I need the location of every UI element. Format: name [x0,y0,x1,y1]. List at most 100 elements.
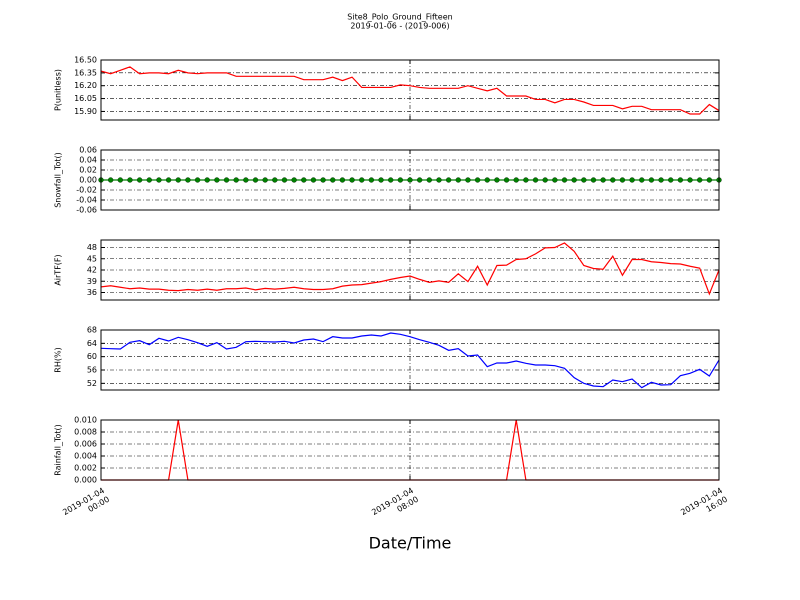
y-tick-label: 16.50 [74,56,97,65]
data-point [320,177,326,183]
y-axis-label: Snowfall_Tot() [54,152,63,208]
data-point [194,177,201,183]
data-point [610,177,616,183]
data-point [484,177,490,183]
axes-frame [100,329,720,391]
y-tick-label: 60 [87,352,97,361]
x-axis-label: Date/Time [369,534,452,553]
y-tick-label: 0.000 [74,476,97,485]
y-tick-label: -0.02 [76,186,97,195]
y-axis-label: AirTF(F) [54,254,63,285]
data-point [417,177,423,183]
data-point [359,177,365,183]
data-point [339,177,346,183]
data-point [243,177,249,183]
data-point [223,177,230,183]
axes-frame [100,149,720,211]
data-point [503,177,510,183]
data-point [175,177,181,183]
data-point [581,177,587,183]
data-point [532,177,539,183]
data-point [301,177,307,183]
data-point [513,177,519,183]
series-line [100,242,720,296]
y-tick-label: 64 [87,339,97,348]
data-point [629,177,635,183]
data-point [697,177,703,183]
data-point [706,177,712,183]
data-point [687,177,693,183]
y-tick-label: 0.04 [79,156,97,165]
series-line [100,332,720,389]
y-tick-label: 48 [87,243,97,252]
data-point [600,177,606,183]
data-point [648,177,655,183]
y-tick-label: 52 [87,379,97,388]
data-point [156,177,162,183]
y-tick-label: 68 [87,326,97,335]
data-point [668,177,674,183]
y-tick-label: 0.004 [74,452,97,461]
y-tick-label: 0.00 [79,176,97,185]
data-point [117,177,123,183]
data-point [426,177,432,183]
data-point [590,177,597,183]
y-axis-label: RH(%) [54,347,63,372]
chart-subtitle: 2019-01-06 - (2019-006) [350,22,449,31]
y-tick-label: 15.90 [74,107,97,116]
data-point [523,177,529,183]
data-point [310,177,317,183]
data-point [552,177,558,183]
data-point [272,177,278,183]
data-point [474,177,481,183]
y-tick-label: 0.010 [74,416,97,425]
data-point [388,177,394,183]
data-point [165,177,172,183]
y-tick-label: 16.20 [74,81,97,90]
data-point [281,177,288,183]
data-point [185,177,191,183]
data-point [407,177,413,183]
y-tick-label: 16.35 [74,68,97,77]
y-tick-label: 0.006 [74,440,97,449]
data-point [262,177,268,183]
data-point [127,177,133,183]
y-tick-label: 0.06 [79,146,97,155]
data-point [330,177,336,183]
axes-frame [100,419,720,481]
data-point [639,177,645,183]
data-point [204,177,210,183]
y-tick-label: 42 [87,266,97,275]
data-point [436,177,442,183]
y-tick-label: 0.002 [74,464,97,473]
data-point [378,177,384,183]
series-line [100,66,720,115]
data-point [677,177,684,183]
y-tick-label: 36 [87,288,97,297]
y-tick-label: 16.05 [74,94,97,103]
data-point [571,177,577,183]
data-point [291,177,297,183]
data-point [455,177,461,183]
chart-title: Site8_Polo_Ground_Fifteen [347,13,452,22]
data-point [494,177,500,183]
y-axis-label: P(unitless) [54,69,63,111]
data-point [465,177,471,183]
data-point [619,177,626,183]
y-tick-label: 39 [87,277,97,286]
y-tick-label: 56 [87,366,97,375]
y-tick-label: 0.02 [79,166,97,175]
y-tick-label: -0.04 [76,196,97,205]
y-tick-label: 0.008 [74,428,97,437]
data-point [349,177,355,183]
axes-frame [100,239,720,301]
y-axis-label: Rainfall_Tot() [54,424,63,476]
data-point [397,177,403,183]
data-point [214,177,220,183]
data-point [108,177,114,183]
y-tick-label: 45 [87,254,97,263]
data-point [368,177,375,183]
data-point [233,177,239,183]
